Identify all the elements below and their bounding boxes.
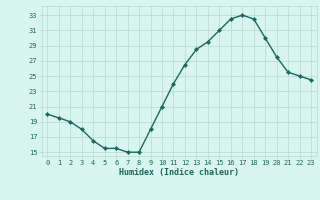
- X-axis label: Humidex (Indice chaleur): Humidex (Indice chaleur): [119, 168, 239, 177]
